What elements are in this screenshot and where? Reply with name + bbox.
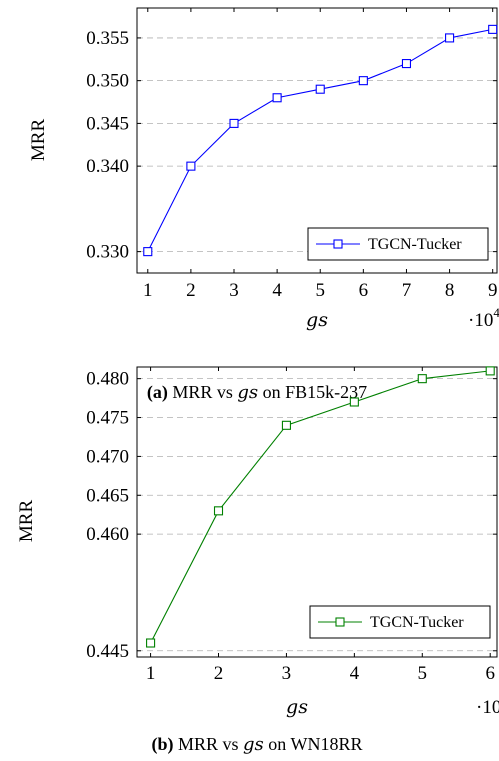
data-point	[349, 397, 359, 407]
x-tick-label: 6	[359, 280, 369, 301]
y-tick-label: 0.330	[86, 242, 129, 263]
data-point	[281, 420, 291, 430]
y-tick-label: 0.465	[86, 485, 129, 506]
data-point	[146, 638, 156, 648]
data-point	[488, 24, 498, 34]
plot-frame	[136, 7, 498, 274]
x-tick-label: 5	[418, 663, 428, 684]
plot-frame	[136, 366, 498, 658]
x-tick-label: 4	[272, 280, 282, 301]
x-axis-multiplier: ·104	[468, 305, 499, 331]
y-tick-label: 0.350	[86, 71, 129, 92]
y-tick-label: 0.470	[86, 446, 129, 467]
y-tick-label: 0.355	[86, 28, 129, 49]
x-tick-label: 3	[229, 280, 239, 301]
x-tick-label: 1	[143, 280, 153, 301]
y-tick-label: 0.340	[86, 156, 129, 177]
chart-1: 0.330 0.340 0.345 0.350 0.355 1 2 3 4 5 6 7 8 9 TGCN-T…	[28, 7, 499, 403]
y-tick-label: 0.460	[86, 524, 129, 545]
x-tick-label: 8	[445, 280, 455, 301]
data-point	[186, 161, 196, 171]
series-line	[150, 370, 491, 644]
caption: (b) MRR vs gs on WN18RR	[152, 734, 363, 755]
data-point	[213, 506, 224, 516]
legend-marker	[333, 239, 343, 249]
y-tick-label: 0.445	[86, 641, 129, 662]
legend-marker	[335, 617, 345, 627]
data-point	[417, 374, 427, 384]
x-axis-multiplier: ·104	[476, 692, 499, 718]
legend-label: TGCN-Tucker	[368, 236, 462, 253]
x-tick-label: 9	[488, 280, 498, 301]
x-axis-label: gs	[286, 696, 308, 718]
x-axis-label: gs	[306, 309, 328, 331]
x-tick-label: 5	[315, 280, 325, 301]
x-tick-label: 6	[485, 663, 495, 684]
y-tick-label: 0.480	[86, 369, 129, 390]
data-point	[445, 33, 455, 43]
data-point	[229, 118, 239, 128]
x-tick-label: 4	[350, 663, 360, 684]
x-tick-label: 2	[214, 663, 224, 684]
data-point	[401, 59, 412, 69]
data-point	[485, 366, 495, 376]
data-point	[358, 76, 368, 86]
x-tick-label: 2	[186, 280, 196, 301]
x-tick-label: 3	[282, 663, 292, 684]
y-tick-label: 0.345	[86, 113, 129, 134]
caption: (a) MRR vs gs on FB15k-237	[147, 382, 367, 403]
data-point	[315, 84, 325, 94]
series-line	[147, 28, 493, 252]
y-tick-label: 0.475	[86, 408, 129, 429]
x-tick-label: 1	[146, 663, 156, 684]
data-point	[272, 93, 282, 103]
y-axis-label: MRR	[28, 119, 49, 162]
x-tick-label: 7	[402, 280, 412, 301]
y-axis-label: MRR	[16, 500, 37, 543]
chart-2: 0.445 0.460 0.465 0.470 0.475 0.480 1 2 3 4 5 6 TGCN…	[16, 366, 499, 755]
data-point	[143, 247, 153, 257]
legend-label: TGCN-Tucker	[370, 614, 464, 631]
